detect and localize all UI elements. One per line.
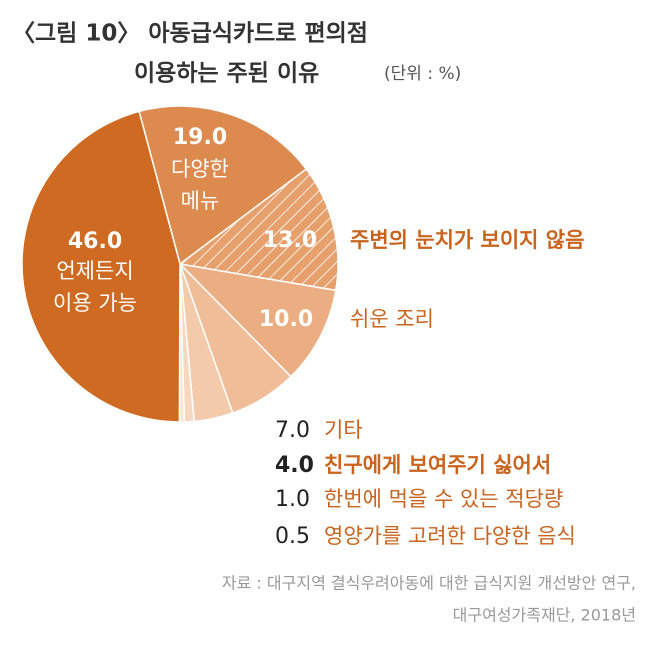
slice-hatch: [180, 169, 339, 291]
chart-title: 〈그림 10〉 아동급식카드로 편의점: [12, 21, 368, 47]
category-label: 영양가를 고려한 다양한 음식: [324, 524, 576, 548]
category-label: 언제든지 이용 가능: [53, 259, 137, 315]
value-label: 1.0: [275, 487, 310, 512]
category-label: 주변의 눈치가 보이지 않음: [350, 228, 584, 252]
source: 자료 : 대구지역 결식우려아동에 대한 급식지원 개선방안 연구,: [222, 574, 636, 593]
pie-slice: [21, 110, 181, 423]
pie-slice: [177, 262, 337, 378]
pie-slice: [138, 105, 308, 266]
chart-title: 이용하는 주된 이유: [134, 61, 319, 87]
value-label: 10.0: [259, 307, 313, 332]
value-label: 7.0: [275, 418, 310, 443]
value-label: 0.5: [275, 524, 310, 549]
category-label: 쉬운 조리: [350, 307, 434, 331]
value-label: 4.0: [275, 453, 314, 478]
value-label: 13.0: [263, 228, 317, 253]
value-label: 46.0: [68, 229, 122, 254]
value-label: 19.0: [173, 125, 227, 150]
category-label: 한번에 먹을 수 있는 적당량: [324, 487, 563, 511]
category-label: 기타: [324, 418, 363, 442]
category-label: 다양한 메뉴: [171, 157, 229, 213]
chart-subtitle: (단위 : %): [384, 64, 461, 84]
source: 대구여성가족재단, 2018년: [453, 606, 636, 625]
category-label: 친구에게 보여주기 싫어서: [324, 453, 551, 477]
